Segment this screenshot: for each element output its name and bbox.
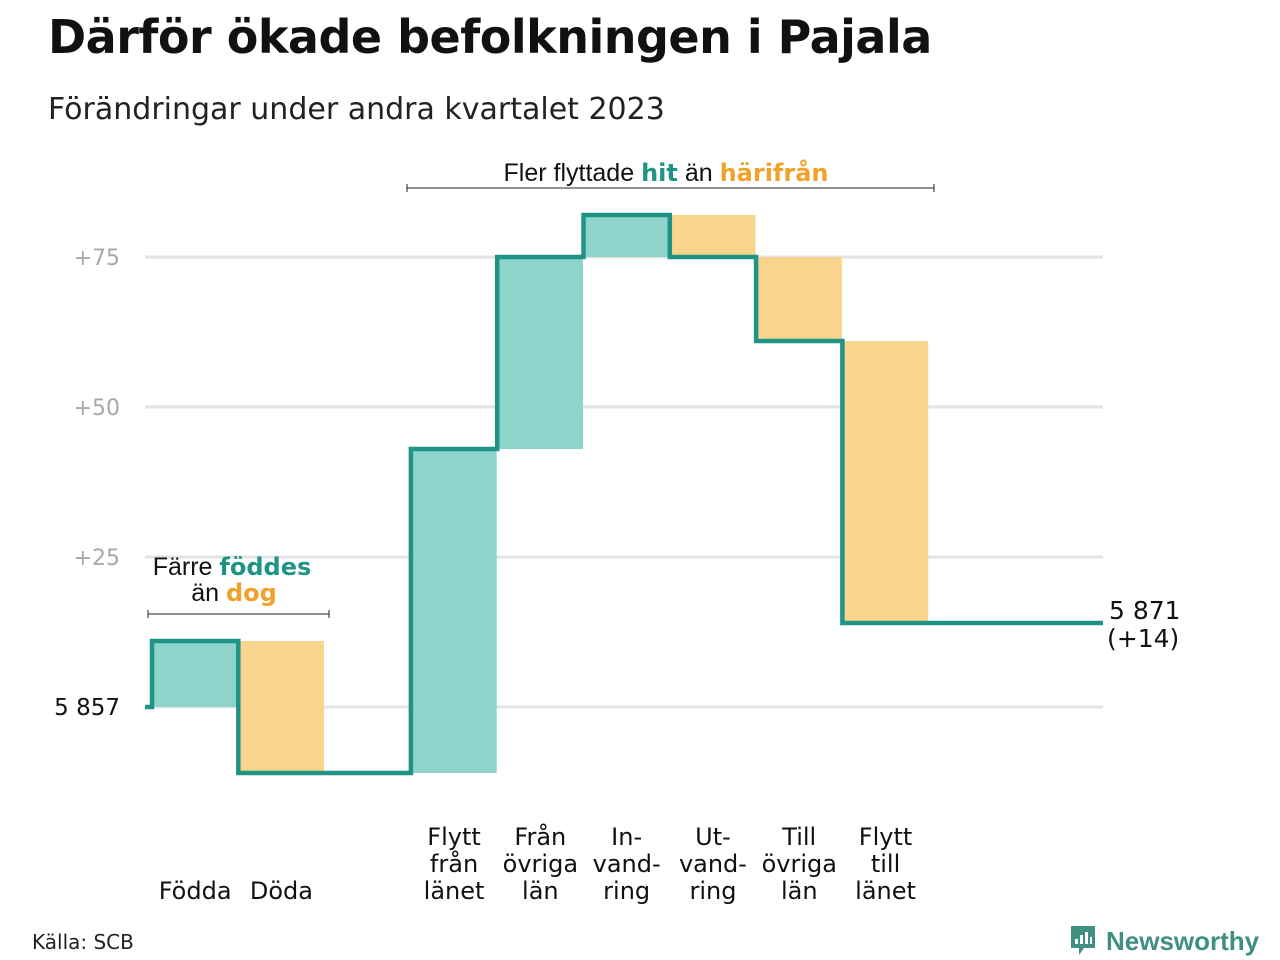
category-label: Flytt till länet [855, 823, 916, 905]
brand-logo[interactable]: Newsworthy [1068, 924, 1259, 958]
waterfall-bar [756, 257, 842, 341]
end-change-label: (+14) [1107, 624, 1179, 653]
waterfall-bar [583, 215, 670, 257]
waterfall-bar [497, 257, 583, 449]
waterfall-bar [842, 341, 929, 623]
annotation-moves-em1: hit [641, 159, 678, 187]
annotation-moves: Fler flyttade hit än härifrån [504, 158, 829, 187]
brand-name: Newsworthy [1106, 925, 1260, 956]
annotation-births-line1: Färre föddes [153, 553, 312, 581]
category-label: Ut-vand-ring [679, 823, 747, 905]
annotation-births-em1: föddes [219, 553, 311, 581]
annotation-births-bracket [147, 610, 330, 618]
chart-title: Därför ökade befolkningen i Pajala [48, 10, 932, 64]
category-label: Flytt från länet [424, 823, 485, 905]
annotation-moves-bracket [406, 184, 935, 192]
newsworthy-logo-icon [1071, 926, 1095, 955]
annotation-births-line2: än dog [191, 579, 277, 607]
annotation-moves-em2: härifrån [720, 158, 829, 187]
source-note: Källa: SCB [32, 930, 134, 954]
waterfall-bar [669, 215, 756, 257]
cumulative-step-line [145, 212, 1103, 776]
category-label: Födda [159, 877, 232, 905]
waterfall-bar [410, 449, 497, 773]
category-label: In-vand-ring [593, 823, 661, 905]
start-value-label: 5 857 [54, 695, 120, 721]
y-tick-label: +50 [74, 396, 120, 421]
category-label: Döda [250, 877, 313, 905]
end-value-label: 5 871 [1109, 596, 1181, 625]
waterfall-bar [152, 641, 238, 707]
chart-subtitle: Förändringar under andra kvartalet 2023 [48, 92, 665, 127]
category-label: Till övriga län [762, 823, 837, 905]
category-label: Från övriga län [503, 822, 578, 905]
waterfall-bar [238, 641, 325, 773]
y-tick-label: +75 [74, 246, 120, 271]
y-tick-label: +25 [74, 546, 120, 571]
annotation-births-em2: dog [226, 579, 277, 607]
